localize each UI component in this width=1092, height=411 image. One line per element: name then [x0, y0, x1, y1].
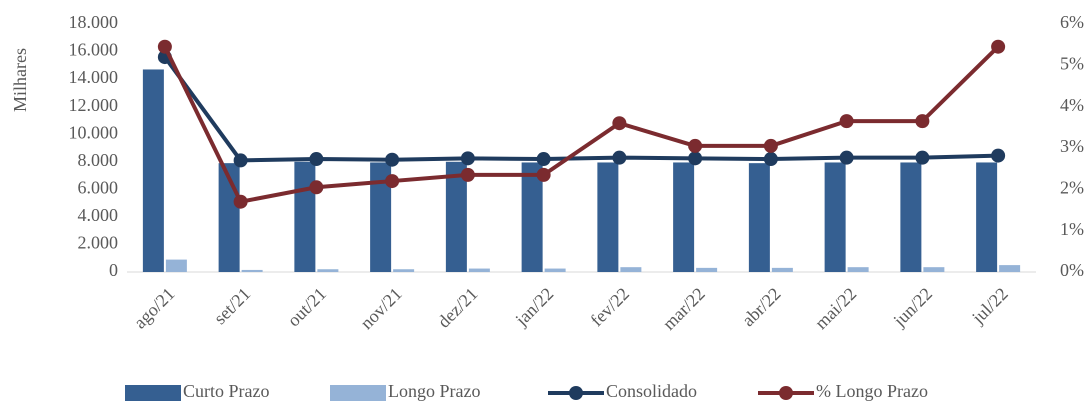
bar — [976, 162, 998, 272]
x-tick-label: fev/22 — [586, 284, 633, 331]
bar — [824, 162, 846, 272]
point — [763, 152, 778, 167]
bar — [445, 161, 467, 272]
point — [688, 151, 703, 166]
legend-swatch — [330, 385, 386, 401]
point — [385, 152, 400, 167]
x-tick-label: nov/21 — [356, 284, 406, 334]
bar — [597, 162, 619, 272]
legend-marker — [779, 386, 793, 400]
x-tick-label: jul/22 — [967, 284, 1012, 329]
bar — [370, 162, 392, 272]
y-tick-label: 6.000 — [78, 177, 119, 197]
point — [915, 150, 930, 165]
point — [460, 167, 475, 182]
y-tick-label: 12.000 — [69, 95, 119, 115]
y-axis-title: Milhares — [10, 48, 30, 112]
point — [991, 39, 1006, 54]
y2-tick-label: 0% — [1060, 260, 1084, 280]
point — [536, 167, 551, 182]
bar — [748, 163, 770, 272]
point — [688, 138, 703, 153]
line — [163, 55, 999, 163]
point — [536, 152, 551, 167]
x-tick-label: jun/22 — [889, 284, 936, 331]
bar — [294, 161, 316, 272]
line — [163, 45, 1000, 204]
point — [839, 114, 854, 129]
x-tick-label: abr/22 — [738, 284, 785, 331]
legend-swatch — [125, 385, 181, 401]
y2-tick-label: 6% — [1060, 12, 1084, 32]
point — [233, 194, 248, 209]
y-tick-label: 16.000 — [69, 40, 119, 60]
bar — [142, 69, 164, 272]
y-tick-label: 8.000 — [78, 150, 119, 170]
bar — [544, 268, 566, 272]
y-tick-label: 2.000 — [78, 233, 119, 253]
bar — [673, 162, 695, 272]
bar — [468, 268, 490, 272]
point — [385, 174, 400, 189]
y2-tick-label: 5% — [1060, 53, 1084, 73]
y2-tick-label: 2% — [1060, 177, 1084, 197]
x-tick-label: out/21 — [283, 284, 330, 331]
point — [233, 153, 248, 168]
y-tick-label: 10.000 — [69, 122, 119, 142]
legend-label: Consolidado — [606, 381, 697, 401]
point — [839, 150, 854, 165]
x-tick-label: dez/21 — [434, 284, 482, 332]
point — [309, 180, 324, 195]
y-tick-label: 18.000 — [69, 12, 119, 32]
y2-tick-label: 3% — [1060, 136, 1084, 156]
point — [612, 150, 627, 165]
x-tick-label: ago/21 — [130, 284, 179, 333]
x-tick-label: set/21 — [210, 284, 255, 329]
y2-tick-label: 4% — [1060, 95, 1084, 115]
y-tick-label: 14.000 — [69, 67, 119, 87]
bar — [521, 162, 543, 272]
bar — [393, 269, 415, 272]
bar — [620, 267, 642, 272]
point — [991, 148, 1006, 163]
x-tick-label: mar/22 — [659, 284, 709, 334]
bar — [165, 259, 187, 272]
legend-marker — [569, 386, 583, 400]
bar — [771, 267, 793, 272]
bar — [900, 162, 922, 272]
point — [763, 138, 778, 153]
x-tick-label: jan/22 — [511, 284, 558, 331]
x-tick-label: mai/22 — [811, 284, 860, 333]
point — [915, 114, 930, 129]
bar — [923, 267, 945, 272]
point — [612, 116, 627, 131]
point — [157, 39, 172, 54]
y-tick-label: 4.000 — [78, 205, 119, 225]
y-tick-label: 0 — [109, 260, 118, 280]
point — [309, 152, 324, 167]
y2-tick-label: 1% — [1060, 219, 1084, 239]
legend-label: Longo Prazo — [388, 381, 480, 401]
bar — [999, 265, 1021, 272]
bar — [241, 269, 263, 272]
legend-label: % Longo Prazo — [816, 381, 928, 401]
bar — [847, 267, 869, 272]
legend-label: Curto Prazo — [183, 381, 269, 401]
bar — [696, 267, 718, 272]
bar — [317, 269, 339, 272]
point — [460, 151, 475, 166]
